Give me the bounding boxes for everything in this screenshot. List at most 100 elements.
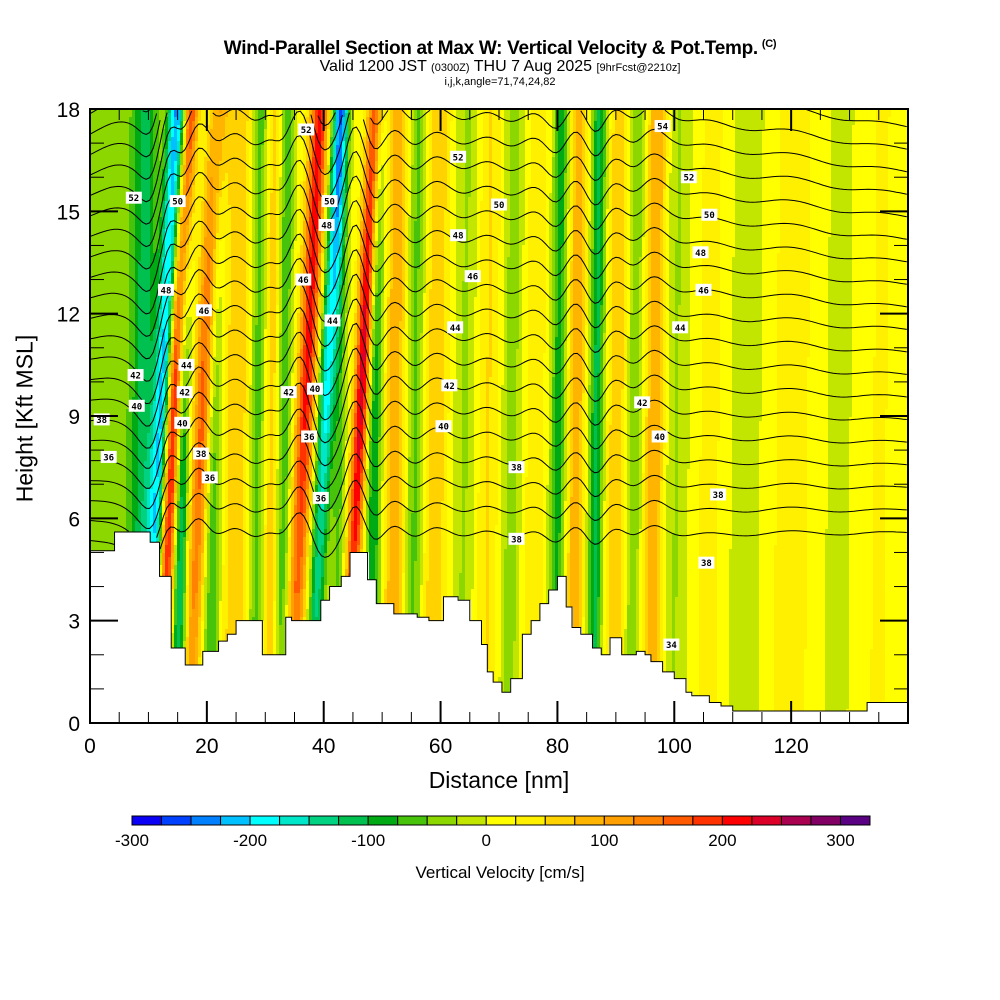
w-cell (672, 109, 675, 533)
w-cell (378, 437, 381, 604)
w-cell (480, 109, 483, 201)
w-cell (579, 109, 582, 401)
w-cell (342, 141, 345, 165)
w-cell (174, 493, 177, 509)
w-cell (870, 109, 873, 649)
w-cell (339, 109, 342, 125)
w-cell (174, 269, 177, 281)
w-cell (324, 381, 327, 433)
w-cell (219, 113, 222, 161)
w-cell (384, 373, 387, 589)
w-cell (177, 189, 180, 201)
w-cell (204, 481, 207, 509)
w-cell (381, 481, 384, 604)
w-cell (369, 117, 372, 141)
w-cell (168, 113, 171, 141)
w-cell (342, 117, 345, 141)
w-cell (567, 209, 570, 369)
w-cell (501, 385, 504, 693)
w-cell (168, 421, 171, 433)
w-cell (348, 453, 351, 485)
w-cell (375, 293, 378, 345)
contour-label-box (195, 304, 212, 317)
theta-contour-line (317, 112, 336, 127)
w-cell (552, 157, 555, 377)
w-cell (357, 429, 360, 461)
colorbar-tick-label: 0 (482, 831, 491, 850)
w-cell (207, 109, 210, 125)
contour-label-box (450, 150, 467, 163)
w-cell (159, 461, 162, 481)
w-cell (210, 281, 213, 325)
colorbar-bin (308, 815, 340, 826)
w-cell (570, 109, 573, 261)
w-cell (342, 353, 345, 485)
w-cell (873, 109, 876, 357)
w-cell (273, 601, 276, 655)
w-cell (201, 201, 204, 245)
w-cell (165, 449, 168, 461)
w-cell (174, 589, 177, 625)
w-cell (450, 121, 453, 597)
w-cell (369, 141, 372, 169)
w-cell (729, 549, 732, 706)
w-cell (363, 525, 366, 553)
w-cell (378, 189, 381, 221)
w-cell (348, 141, 351, 189)
w-cell (642, 473, 645, 652)
w-cell (372, 181, 375, 209)
w-cell (201, 285, 204, 321)
theta-contour-label: 40 (435, 420, 452, 433)
w-cell (171, 245, 174, 261)
w-cell (183, 537, 186, 593)
w-cell (186, 541, 189, 585)
w-cell (447, 413, 450, 597)
w-cell (162, 329, 165, 373)
w-cell (177, 261, 180, 277)
w-cell (345, 497, 348, 537)
w-cell (375, 217, 378, 241)
w-cell (774, 109, 777, 545)
w-cell (333, 165, 336, 197)
w-cell (186, 109, 189, 129)
w-cell (207, 253, 210, 329)
w-cell (444, 109, 447, 209)
w-cell (852, 109, 855, 125)
w-cell (96, 109, 99, 551)
w-cell (318, 297, 321, 317)
colorbar-bin (220, 815, 251, 826)
w-cell (147, 109, 150, 433)
w-cell (195, 405, 198, 449)
w-cell (684, 109, 687, 679)
w-cell (669, 173, 672, 672)
w-cell (378, 109, 381, 125)
w-cell (366, 205, 369, 233)
w-cell (360, 489, 363, 509)
w-cell (345, 161, 348, 193)
w-cell (495, 525, 498, 683)
w-cell (213, 357, 216, 397)
w-cell (399, 321, 402, 614)
w-cell (519, 109, 522, 537)
w-cell (600, 109, 603, 305)
w-cell (285, 109, 288, 477)
w-cell (834, 109, 837, 712)
contour-label-box (508, 461, 525, 474)
w-cell (342, 217, 345, 245)
w-cell (318, 165, 321, 201)
w-cell (327, 205, 330, 221)
w-cell (300, 349, 303, 377)
w-cell (657, 501, 660, 662)
w-cell (204, 629, 207, 652)
w-cell (198, 657, 201, 666)
w-cell (144, 461, 147, 532)
colorbar-bin (485, 815, 517, 826)
w-cell (357, 345, 360, 365)
w-cell (447, 109, 450, 413)
w-cell (648, 397, 651, 655)
w-cell (303, 513, 306, 537)
w-cell (174, 257, 177, 269)
w-cell (345, 193, 348, 237)
w-cell (621, 109, 624, 389)
w-cell (306, 109, 309, 117)
